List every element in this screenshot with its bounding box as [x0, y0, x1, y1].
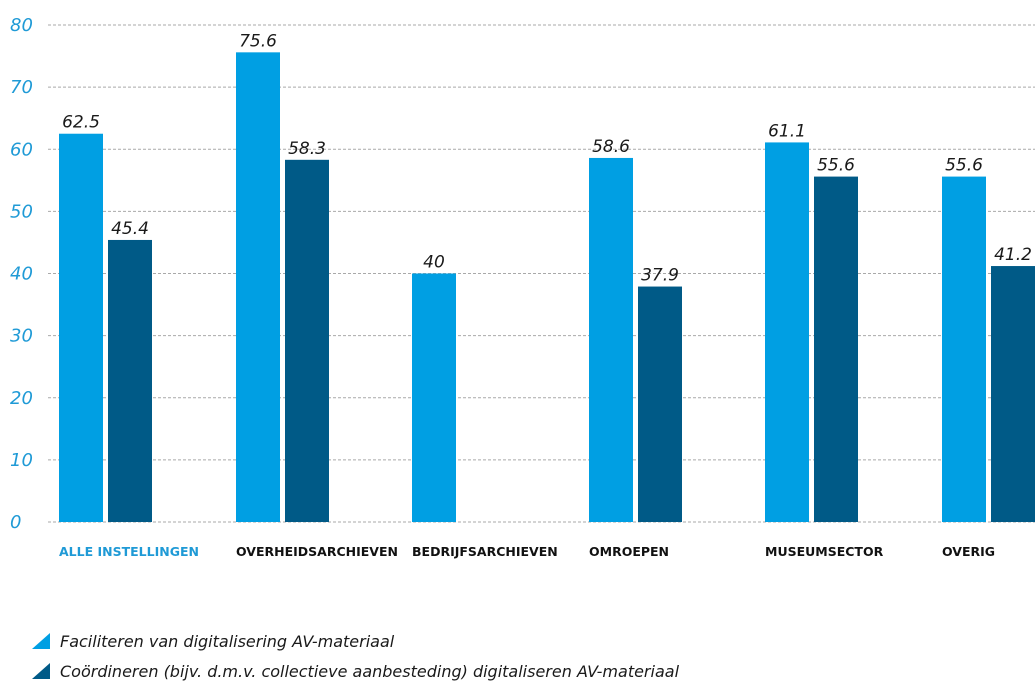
category-label: BEDRIJFSARCHIEVEN [412, 544, 558, 559]
category-label: MUSEUMSECTOR [765, 544, 884, 559]
category-labels: ALLE INSTELLINGEN OVERHEIDSARCHIEVEN BEDRI… [59, 544, 995, 559]
y-tick-label: 0 [10, 512, 21, 533]
category-label: ALLE INSTELLINGEN [59, 544, 199, 559]
legend-item-series-1: Faciliteren van digitalisering AV-materi… [32, 626, 679, 656]
y-tick-label: 30 [10, 326, 33, 347]
value-label: 41.2 [994, 245, 1032, 265]
value-label: 62.5 [62, 113, 100, 133]
legend-item-series-2: Coördineren (bijv. d.m.v. collectieve aa… [32, 656, 679, 686]
bar-series-2 [814, 176, 858, 522]
bar-series-1 [412, 273, 456, 522]
y-tick-label: 70 [10, 77, 33, 98]
value-label: 55.6 [945, 156, 983, 176]
category-label: OVERHEIDSARCHIEVEN [236, 544, 398, 559]
value-label: 45.4 [111, 219, 149, 239]
legend-label: Faciliteren van digitalisering AV-materi… [60, 631, 395, 651]
bar-series-2 [991, 266, 1035, 522]
value-label: 58.3 [288, 139, 326, 159]
bar-chart: 0 10 20 30 40 50 60 70 80 62.5 45.4 75.6 58.3 40 58.6… [10, 15, 1035, 559]
value-label: 75.6 [239, 31, 277, 51]
bar-series-1 [589, 157, 633, 522]
category-label: OVERIG [942, 544, 995, 559]
value-label: 58.6 [592, 137, 630, 157]
bar-series-1 [765, 142, 809, 522]
bars [59, 52, 1035, 523]
y-axis-ticks: 0 10 20 30 40 50 60 70 80 [10, 15, 33, 533]
bar-series-2 [638, 286, 682, 522]
legend-label: Coördineren (bijv. d.m.v. collectieve aa… [60, 661, 680, 681]
bar-series-2 [108, 239, 152, 522]
legend: Faciliteren van digitalisering AV-materi… [32, 626, 679, 686]
value-labels: 62.5 45.4 75.6 58.3 40 58.6 37.9 61.1 55.6 55.6 41… [62, 31, 1032, 285]
y-tick-label: 40 [10, 264, 33, 285]
y-tick-label: 50 [10, 201, 33, 222]
value-label: 40 [423, 253, 445, 273]
category-label: OMROEPEN [589, 544, 669, 559]
bar-series-1 [59, 133, 103, 522]
value-label: 37.9 [641, 266, 679, 286]
y-tick-label: 10 [10, 450, 33, 471]
y-tick-label: 60 [10, 139, 33, 160]
legend-swatch-triangle-icon [32, 663, 50, 679]
value-label: 55.6 [817, 156, 855, 176]
bar-series-1 [942, 176, 986, 522]
legend-swatch-triangle-icon [32, 633, 50, 649]
bar-series-1 [236, 52, 280, 523]
y-tick-label: 80 [10, 15, 33, 36]
gridlines [48, 24, 1035, 523]
y-tick-label: 20 [10, 388, 33, 409]
bar-series-2 [285, 159, 329, 522]
value-label: 61.1 [768, 121, 806, 141]
